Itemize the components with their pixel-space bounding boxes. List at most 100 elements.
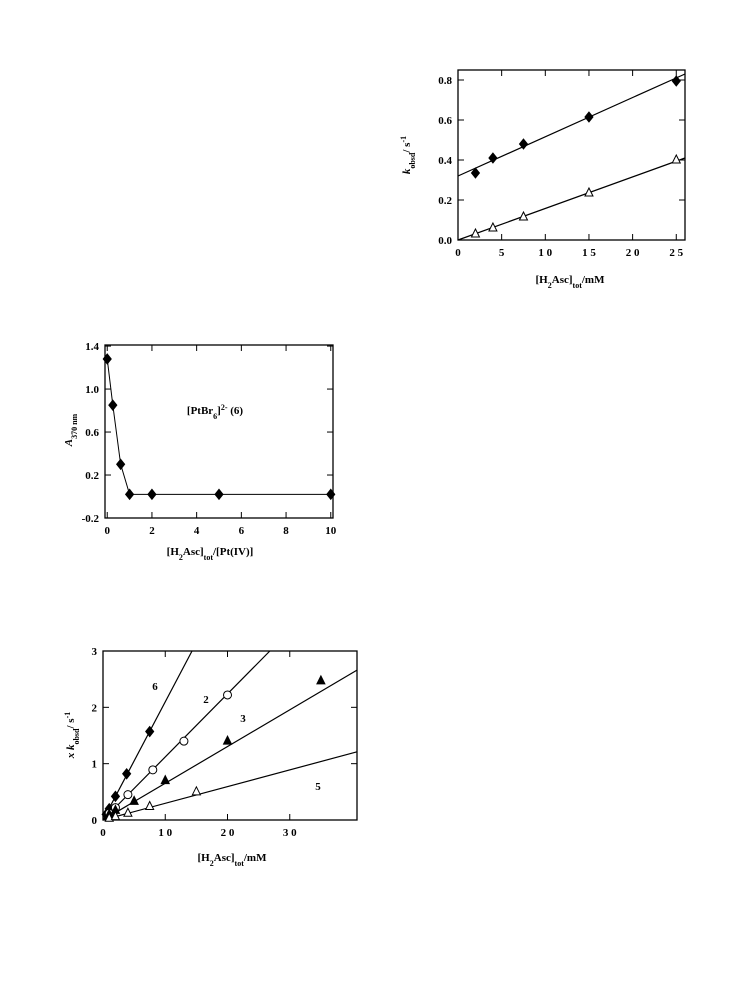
series-label: 2 xyxy=(203,694,209,706)
label-part: 2 xyxy=(548,281,552,290)
label-part: x xyxy=(65,750,77,759)
y-tick-label: 0.6 xyxy=(438,115,452,127)
point xyxy=(160,774,171,785)
point xyxy=(144,800,155,810)
label-part: [H xyxy=(198,852,211,864)
label-part: 2 xyxy=(210,859,214,868)
label-part: / s xyxy=(401,142,413,154)
x-tick-label: 2 0 xyxy=(221,827,235,839)
x-tick-label: 2 0 xyxy=(626,247,640,259)
y-axis-label: kobsd/ s-1 xyxy=(399,136,417,174)
point xyxy=(584,111,594,123)
label-part: Asc] xyxy=(214,852,235,864)
y-tick-label: 2 xyxy=(92,702,98,714)
label-part: tot xyxy=(204,553,214,562)
x-tick-label: 0 xyxy=(104,525,110,537)
point xyxy=(488,152,498,164)
point xyxy=(108,399,118,411)
y-axis-label: A370 nm xyxy=(63,413,79,447)
point xyxy=(122,768,132,780)
x-axis-label: [H2Asc]tot/mM xyxy=(536,274,606,290)
x-tick-label: 0 xyxy=(100,827,106,839)
label-part: 2 xyxy=(179,553,183,562)
label-part: /mM xyxy=(243,852,267,864)
y-tick-label: 0.4 xyxy=(438,155,452,167)
plot-frame xyxy=(102,650,358,821)
label-part: Asc] xyxy=(183,546,204,558)
y-tick-label: 1.4 xyxy=(85,341,99,353)
x-tick-label: 2 xyxy=(149,525,155,537)
label-part: k xyxy=(401,168,413,174)
plot-frame xyxy=(457,69,686,241)
point xyxy=(148,765,158,775)
point xyxy=(222,735,233,745)
label-part: -1 xyxy=(63,712,72,719)
point xyxy=(326,488,336,501)
label-part: tot xyxy=(573,281,583,290)
label-part: /mM xyxy=(581,274,605,286)
x-tick-label: 8 xyxy=(283,525,289,537)
curve xyxy=(106,358,331,495)
point xyxy=(145,725,155,738)
y-tick-label: 0.6 xyxy=(85,427,99,439)
point xyxy=(123,807,133,817)
label-part: [H xyxy=(536,274,549,286)
label-part: 2- xyxy=(221,403,228,412)
point xyxy=(470,227,481,238)
fit-line xyxy=(102,751,358,821)
fit-line xyxy=(102,650,193,821)
y-tick-label: 0.2 xyxy=(85,470,99,482)
annotation: [PtBr6]2- (6) xyxy=(187,403,244,421)
fit-line xyxy=(457,157,686,241)
point xyxy=(129,795,139,805)
y-tick-label: 1 xyxy=(92,759,98,771)
point xyxy=(223,690,233,700)
x-tick-label: 5 xyxy=(499,247,505,259)
point xyxy=(518,138,529,150)
label-part: 370 nm xyxy=(70,413,79,438)
label-part: k xyxy=(65,744,77,750)
x-tick-label: 3 0 xyxy=(283,827,297,839)
point xyxy=(671,153,682,164)
y-tick-label: 3 xyxy=(92,646,98,658)
x-tick-label: 4 xyxy=(194,525,200,537)
x-tick-label: 1 0 xyxy=(158,827,172,839)
label-part: tot xyxy=(235,859,245,868)
label-part: [H xyxy=(167,546,180,558)
y-tick-label: -0.2 xyxy=(82,513,100,525)
x-axis-label: [H2Asc]tot/mM xyxy=(198,852,268,868)
label-part: obsd xyxy=(72,728,81,745)
point xyxy=(110,790,121,803)
y-tick-label: 0 xyxy=(92,815,98,827)
fit-line xyxy=(102,669,358,821)
x-axis-label: [H2Asc]tot/[Pt(IV)] xyxy=(167,546,254,562)
point xyxy=(518,210,529,221)
point xyxy=(147,488,157,501)
label-part: -1 xyxy=(399,136,408,143)
point xyxy=(191,785,202,796)
point xyxy=(124,488,135,501)
point xyxy=(584,186,594,197)
point xyxy=(214,488,224,501)
y-tick-label: 1.0 xyxy=(85,384,99,396)
point xyxy=(123,790,133,800)
label-part: (6) xyxy=(228,405,244,417)
label-part: Asc] xyxy=(552,274,573,286)
x-tick-label: 1 0 xyxy=(538,247,552,259)
label-part: 6 xyxy=(213,412,217,421)
label-part: /[Pt(IV)] xyxy=(212,546,253,558)
x-tick-label: 6 xyxy=(239,525,245,537)
series-label: 5 xyxy=(315,781,321,793)
label-part: / s xyxy=(65,718,77,730)
x-tick-label: 2 5 xyxy=(669,247,683,259)
series-label: 6 xyxy=(152,681,158,693)
point xyxy=(179,736,189,746)
label-part: A xyxy=(63,439,75,447)
point xyxy=(488,221,498,232)
plot-frame xyxy=(104,344,334,519)
x-tick-label: 1 5 xyxy=(582,247,596,259)
x-tick-label: 0 xyxy=(455,247,461,259)
label-part: [PtBr xyxy=(187,405,213,417)
label-part: obsd xyxy=(408,152,417,169)
